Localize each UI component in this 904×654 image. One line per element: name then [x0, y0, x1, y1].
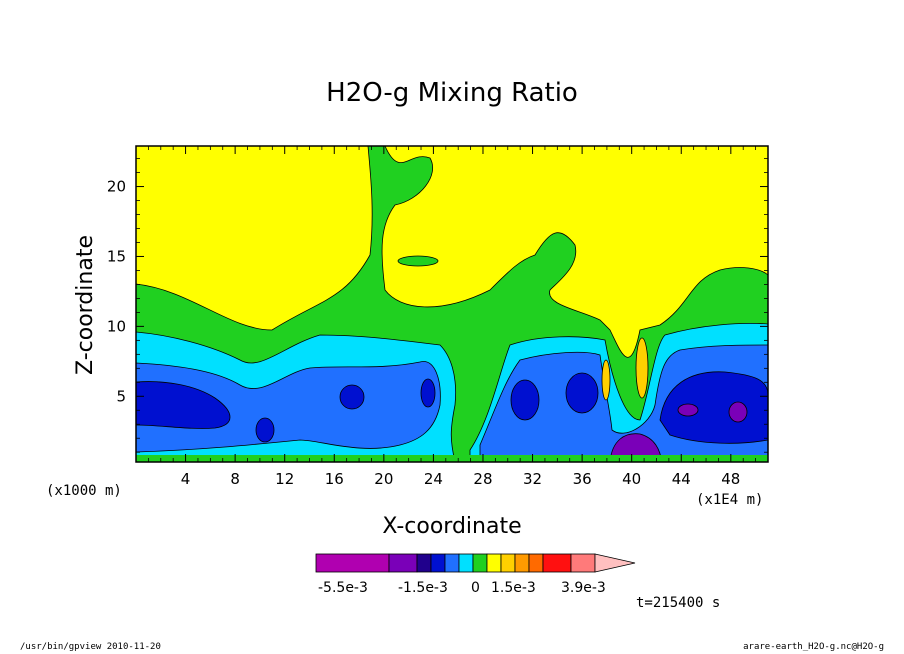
region-darkblue-6 — [565, 372, 599, 414]
colorbar-extend-arrow — [594, 553, 636, 573]
colorbar-segment — [514, 553, 530, 573]
x-axis-unit: (x1000 m) — [46, 483, 122, 499]
x-tick-label: 48 — [721, 470, 740, 488]
region-darkblue-3 — [420, 378, 436, 408]
region-darkblue-5 — [510, 379, 540, 421]
colorbar-segment — [315, 553, 390, 573]
colorbar-segment — [542, 553, 572, 573]
y-tick-label: 5 — [116, 387, 126, 405]
colorbar: -5.5e-3 -1.5e-3 0 1.5e-3 3.9e-3 — [315, 553, 636, 596]
colorbar-segment — [416, 553, 432, 573]
time-label: t=215400 s — [636, 595, 721, 611]
x-tick-label: 12 — [275, 470, 294, 488]
colorbar-label: 3.9e-3 — [561, 580, 606, 596]
region-green-island — [397, 255, 439, 267]
region-yellow-plume-2 — [601, 359, 611, 401]
x-tick-label: 16 — [325, 470, 344, 488]
x-axis-scale-note: (x1E4 m) — [696, 492, 764, 508]
x-tick-label: 20 — [374, 470, 393, 488]
contour-field — [136, 146, 768, 462]
region-darkblue-7 — [659, 371, 768, 444]
region-darkblue — [136, 381, 231, 429]
chart-title: H2O-g Mixing Ratio — [326, 78, 578, 108]
region-purple-3 — [728, 401, 748, 423]
colorbar-segment — [570, 553, 596, 573]
x-tick-label: 44 — [672, 470, 691, 488]
region-blue — [136, 361, 441, 453]
x-tick-label: 40 — [622, 470, 641, 488]
x-axis: 4 8 12 16 20 24 28 32 36 40 44 48 — [147, 146, 757, 488]
x-axis-title: X-coordinate — [382, 514, 522, 539]
colorbar-segment — [528, 553, 544, 573]
footer-left: /usr/bin/gpview 2010-11-20 — [20, 642, 161, 652]
colorbar-segment — [458, 553, 474, 573]
colorbar-label: -1.5e-3 — [398, 580, 448, 596]
x-tick-label: 28 — [473, 470, 492, 488]
region-yellow-plume — [635, 337, 649, 399]
plot-frame — [135, 145, 769, 463]
colorbar-label: -5.5e-3 — [318, 580, 368, 596]
x-tick-label: 8 — [230, 470, 240, 488]
footer-right: arare-earth_H2O-g.nc@H2O-g — [743, 642, 884, 652]
x-tick-label: 4 — [181, 470, 191, 488]
colorbar-segment — [472, 553, 488, 573]
region-darkblue-2 — [339, 384, 365, 410]
colorbar-segment — [500, 553, 516, 573]
colorbar-segment — [486, 553, 502, 573]
x-tick-label: 24 — [424, 470, 443, 488]
y-tick-label: 15 — [107, 247, 126, 265]
colorbar-segment — [430, 553, 446, 573]
x-tick-label: 36 — [573, 470, 592, 488]
colorbar-segment — [444, 553, 460, 573]
region-darkblue-4 — [255, 417, 275, 443]
y-axis: 5 10 15 20 — [107, 158, 768, 453]
colorbar-label: 1.5e-3 — [491, 580, 536, 596]
y-tick-label: 20 — [107, 178, 126, 196]
region-purple-2 — [677, 403, 699, 417]
x-tick-label: 32 — [523, 470, 542, 488]
y-axis-title: Z-coordinate — [73, 235, 98, 375]
colorbar-label: 0 — [471, 580, 480, 596]
y-tick-label: 10 — [107, 317, 126, 335]
region-green-base — [136, 455, 768, 462]
colorbar-segment — [388, 553, 418, 573]
